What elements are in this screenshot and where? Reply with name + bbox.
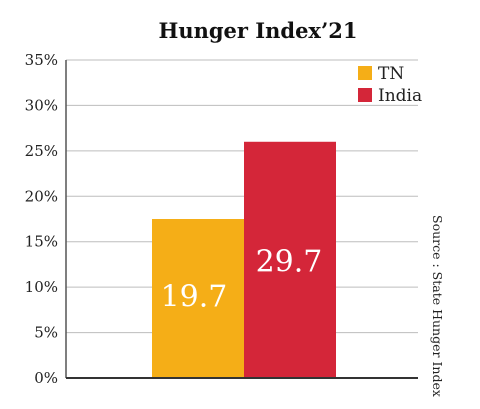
legend-label-tn: TN [378, 64, 404, 84]
y-tick-label: 10% [25, 278, 58, 296]
legend-swatch-india [358, 88, 372, 102]
y-axis-tick-labels: 0% 5% 10% 15% 20% 25% 30% 35% [25, 51, 58, 387]
y-tick-label: 35% [25, 51, 58, 69]
source-note: Source : State Hunger Index [430, 215, 445, 397]
legend-swatch-tn [358, 66, 372, 80]
y-tick-label: 20% [25, 187, 58, 205]
legend-label-india: India [378, 86, 422, 106]
y-tick-label: 5% [34, 324, 58, 342]
y-tick-label: 0% [34, 369, 58, 387]
data-labels: 19.7 29.7 [161, 245, 323, 315]
bar-india [244, 141, 336, 378]
bar-tn [152, 219, 244, 378]
bars [152, 141, 336, 378]
chart-title: Hunger Index’21 [159, 18, 358, 43]
data-label-india: 29.7 [256, 245, 323, 280]
y-tick-label: 15% [25, 233, 58, 251]
data-label-tn: 19.7 [161, 279, 228, 314]
y-tick-label: 25% [25, 142, 58, 160]
y-tick-label: 30% [25, 96, 58, 114]
